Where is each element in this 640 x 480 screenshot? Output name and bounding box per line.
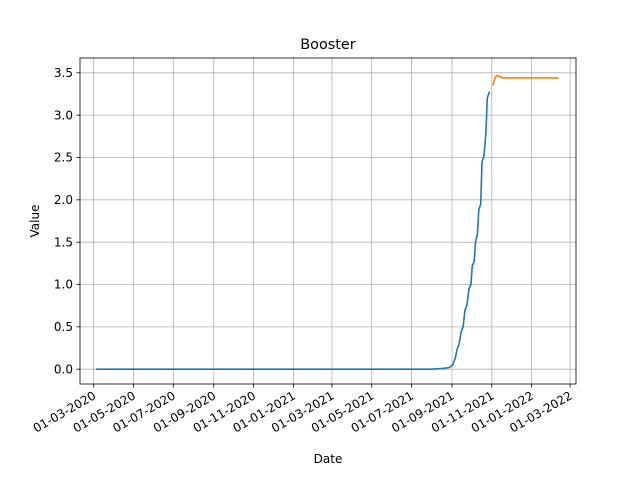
y-tick-label: 2.0	[54, 193, 73, 207]
series-layer	[96, 74, 559, 370]
series-line-2	[492, 74, 559, 86]
axes-frame	[79, 57, 577, 385]
chart-title: Booster	[300, 37, 355, 53]
y-tick-label: 3.5	[54, 66, 73, 80]
grid	[80, 58, 576, 384]
y-tick-label: 1.0	[54, 278, 73, 292]
series-line-1	[96, 91, 491, 370]
y-tick-label: 0.0	[54, 362, 73, 376]
y-tick-label: 2.5	[54, 151, 73, 165]
plot-area	[80, 58, 576, 384]
y-tick-label: 0.5	[54, 320, 73, 334]
x-axis-title: Date	[314, 452, 343, 466]
y-axis: 0.0 0.5 1.0 1.5 2.0 2.5 3.0 3.5	[54, 66, 80, 376]
y-axis-title: Value	[28, 205, 42, 238]
y-tick-label: 1.5	[54, 235, 73, 249]
y-tick-label: 3.0	[54, 108, 73, 122]
